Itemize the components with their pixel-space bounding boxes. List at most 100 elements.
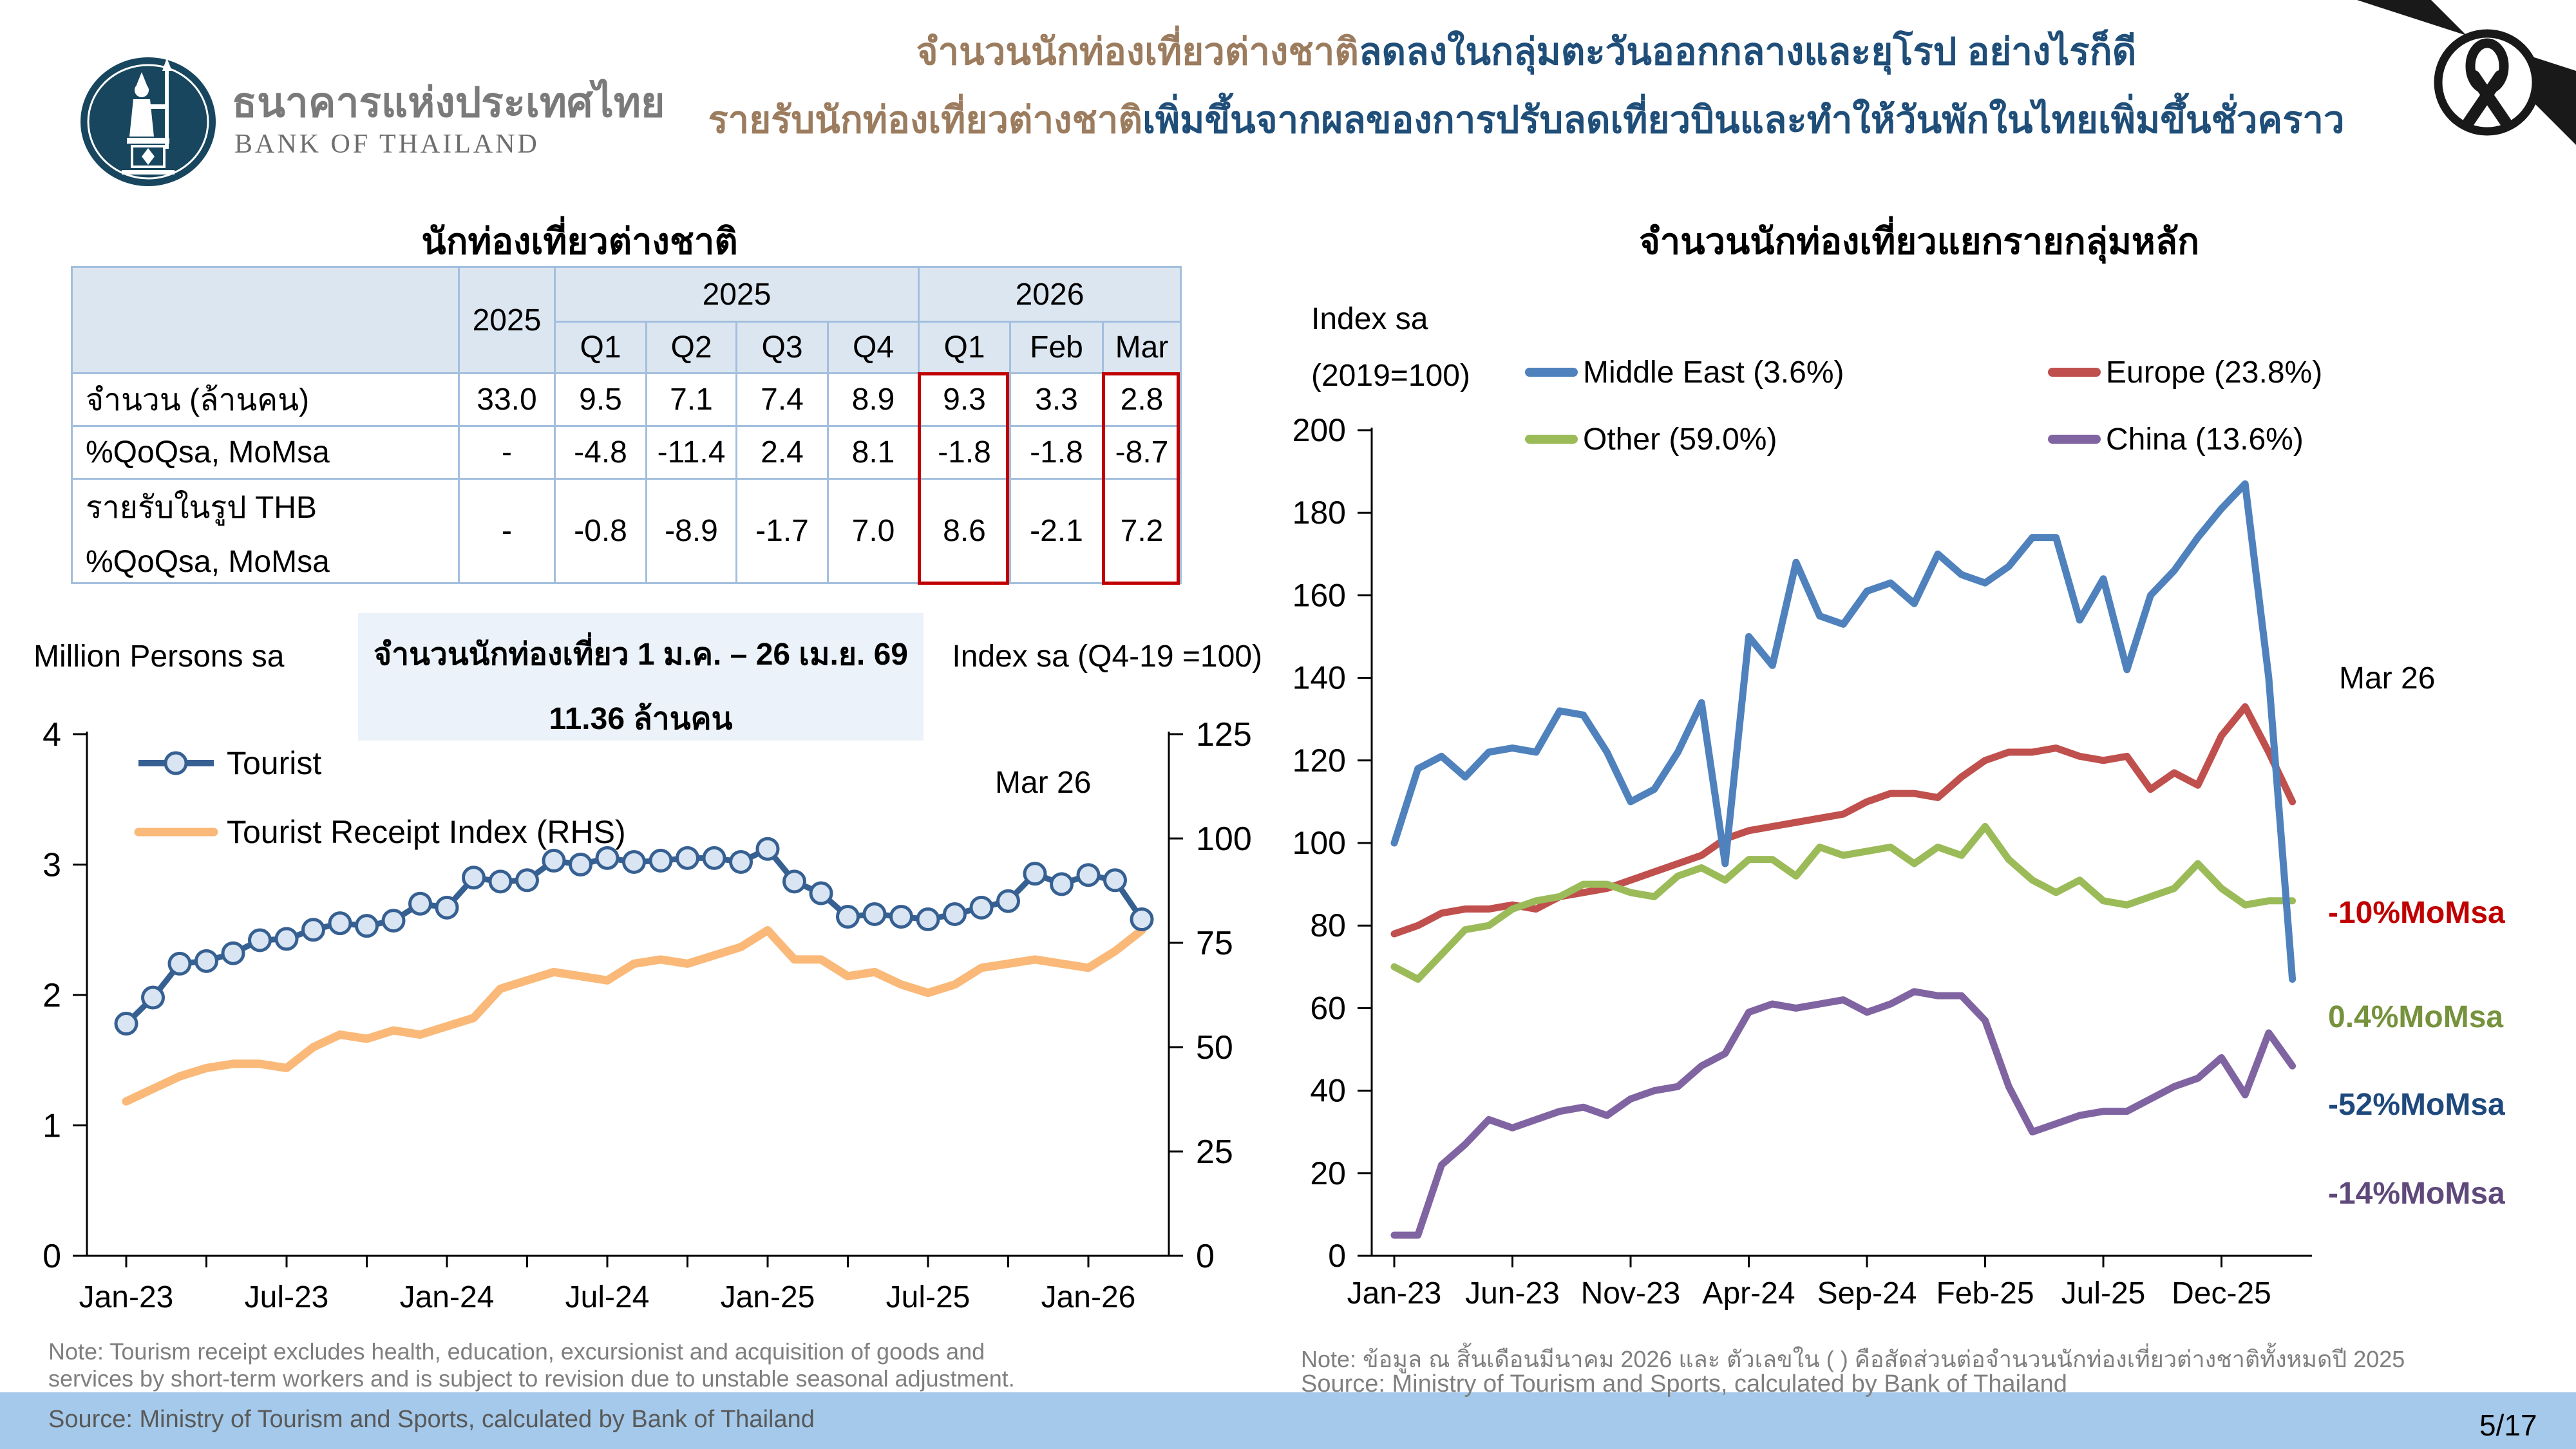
svg-text:140: 140 xyxy=(1293,660,1346,696)
annotation-box: จำนวนนักท่องเที่ยว 1 ม.ค. – 26 เม.ย. 69 … xyxy=(358,613,923,741)
svg-text:Feb-25: Feb-25 xyxy=(1936,1276,2034,1311)
axis-label-index-q419: Index sa (Q4-19 =100) xyxy=(952,639,1262,674)
table-cell-r0-c1: 9.5 xyxy=(554,372,647,427)
legend-item-2: Other (59.0%) xyxy=(1525,420,1777,457)
svg-text:Jan-26: Jan-26 xyxy=(1041,1280,1136,1314)
table-cell-r2-c7: 7.2 xyxy=(1102,478,1182,584)
table-header-annual: 2025 xyxy=(458,266,556,374)
headline: จำนวนนักท่องเที่ยวต่างชาติลดลงในกลุ่มตะว… xyxy=(696,18,2357,155)
axis-label-index-sa: Index sa xyxy=(1311,302,1428,336)
svg-text:1: 1 xyxy=(43,1108,61,1145)
table-header-group-0: 2025 xyxy=(554,266,920,323)
axis-label-million-persons: Million Persons sa xyxy=(33,639,285,674)
svg-text:Sep-24: Sep-24 xyxy=(1817,1276,1917,1311)
table-cell-r1-c7: -8.7 xyxy=(1102,425,1182,480)
svg-text:50: 50 xyxy=(1196,1029,1233,1066)
legend-label-3: China (13.6%) xyxy=(2106,422,2304,457)
tourist-groups-chart: 0 20 40 60 80 100 120 140 160 180 200 Jan-23 Jun-23 N… xyxy=(1293,412,2312,1311)
table-cell-r1-c1: -4.8 xyxy=(554,425,647,480)
table-cell-r2-c6: -2.1 xyxy=(1009,478,1104,584)
svg-text:100: 100 xyxy=(1196,820,1252,858)
svg-text:200: 200 xyxy=(1293,412,1346,448)
bank-of-thailand-logo-icon xyxy=(80,57,216,186)
svg-text:0: 0 xyxy=(1196,1238,1215,1275)
table-cell-r2-c4: 7.0 xyxy=(827,478,920,584)
legend-swatch-2 xyxy=(1525,435,1578,444)
svg-text:Tourist: Tourist xyxy=(227,745,321,781)
headline-line2: รายรับนักท่องเที่ยวต่างชาติเพิ่มขึ้นจากผ… xyxy=(696,86,2357,155)
bank-name-thai: ธนาคารแห่งประเทศไทย xyxy=(232,79,665,126)
bank-name-en: BANK OF THAILAND xyxy=(234,129,540,159)
headline-line1-brown: จำนวนนักท่องเที่ยวต่างชาติ xyxy=(916,31,1359,73)
table-cell-r1-c5: -1.8 xyxy=(918,425,1011,480)
axis-label-2019-100: (2019=100) xyxy=(1311,359,1470,393)
momsa-annotation-3: -14%MoMsa xyxy=(2328,1177,2505,1211)
svg-text:0: 0 xyxy=(1328,1238,1346,1274)
headline-line2-blue: เพิ่มขึ้นจากผลของการปรับลดเที่ยวบินและทำ… xyxy=(1142,99,2345,141)
table-cell-r2-c5: 8.6 xyxy=(918,478,1011,584)
legend-label-1: Europe (23.8%) xyxy=(2106,355,2323,390)
left-note-line1: Note: Tourism receipt excludes health, e… xyxy=(48,1338,985,1365)
legend-swatch-1 xyxy=(2048,368,2101,377)
table-cell-r1-c0: - xyxy=(458,425,556,480)
table-cell-r0-c6: 3.3 xyxy=(1009,372,1104,427)
annotation-box-line2: 11.36 ล้านคน xyxy=(549,702,733,736)
headline-line1: จำนวนนักท่องเที่ยวต่างชาติลดลงในกลุ่มตะว… xyxy=(696,18,2357,86)
table-cell-r2-c3: -1.7 xyxy=(735,478,829,584)
svg-text:25: 25 xyxy=(1196,1133,1233,1171)
svg-text:40: 40 xyxy=(1310,1073,1346,1109)
svg-text:Jul-25: Jul-25 xyxy=(2061,1276,2146,1311)
left-note-line2: services by short-term workers and is su… xyxy=(48,1365,1015,1392)
momsa-annotation-1: 0.4%MoMsa xyxy=(2328,1000,2504,1034)
momsa-annotation-2: -52%MoMsa xyxy=(2328,1088,2505,1122)
table-cell-r0-c4: 8.9 xyxy=(827,372,920,427)
svg-text:Jul-25: Jul-25 xyxy=(886,1280,971,1314)
table-header-sub-3: Q4 xyxy=(827,321,920,374)
left-source: Source: Ministry of Tourism and Sports, … xyxy=(48,1406,815,1433)
svg-text:20: 20 xyxy=(1310,1155,1346,1191)
left-panel-title: นักท่องเที่ยวต่างชาติ xyxy=(421,221,738,261)
table-cell-r1-c6: -1.8 xyxy=(1009,425,1104,480)
right-note: Note: ข้อมูล ณ สิ้นเดือนมีนาคม 2026 และ … xyxy=(1301,1346,2405,1372)
svg-text:Dec-25: Dec-25 xyxy=(2172,1276,2271,1311)
table-header-sub-1: Q2 xyxy=(645,321,737,374)
table-header-sub-4: Q1 xyxy=(918,321,1011,374)
table-cell-r0-c3: 7.4 xyxy=(735,372,829,427)
svg-text:Apr-24: Apr-24 xyxy=(1702,1276,1795,1311)
svg-text:100: 100 xyxy=(1293,825,1346,861)
table-header-sub-0: Q1 xyxy=(554,321,647,374)
legend-label-0: Middle East (3.6%) xyxy=(1583,355,1844,390)
table-row-label-0: จำนวน (ล้านคน) xyxy=(71,372,460,427)
table-header-group-1: 2026 xyxy=(918,266,1182,323)
svg-text:Jan-25: Jan-25 xyxy=(721,1280,815,1314)
table-cell-r0-c7: 2.8 xyxy=(1102,372,1182,427)
svg-text:120: 120 xyxy=(1293,743,1346,779)
svg-text:160: 160 xyxy=(1293,577,1346,613)
svg-text:Tourist Receipt Index (RHS): Tourist Receipt Index (RHS) xyxy=(227,814,626,850)
legend-item-1: Europe (23.8%) xyxy=(2048,353,2322,390)
svg-text:4: 4 xyxy=(43,716,61,753)
svg-text:2: 2 xyxy=(43,977,61,1014)
mourning-ribbon-icon xyxy=(2357,0,2576,145)
svg-text:Jul-24: Jul-24 xyxy=(565,1280,650,1314)
right-panel-title: จำนวนนักท่องเที่ยวแยกรายกลุ่มหลัก xyxy=(1638,221,2200,261)
chart-end-label-right: Mar 26 xyxy=(2339,661,2436,696)
momsa-annotation-0: -10%MoMsa xyxy=(2328,896,2505,930)
svg-text:180: 180 xyxy=(1293,495,1346,531)
svg-text:60: 60 xyxy=(1310,990,1346,1026)
svg-text:0: 0 xyxy=(43,1238,61,1275)
table-header-sub-5: Feb xyxy=(1009,321,1104,374)
svg-text:Jan-23: Jan-23 xyxy=(79,1280,174,1314)
right-source: Source: Ministry of Tourism and Sports, … xyxy=(1301,1370,2067,1397)
svg-text:Nov-23: Nov-23 xyxy=(1581,1276,1681,1311)
table-cell-r1-c2: -11.4 xyxy=(645,425,737,480)
table-cell-r0-c0: 33.0 xyxy=(458,372,556,427)
headline-line1-blue: ลดลงในกลุ่มตะวันออกกลางและยุโรป อย่างไรก… xyxy=(1358,31,2137,73)
svg-text:Jun-23: Jun-23 xyxy=(1465,1276,1560,1311)
table-cell-r0-c2: 7.1 xyxy=(645,372,737,427)
svg-text:75: 75 xyxy=(1196,925,1233,962)
svg-text:Jul-23: Jul-23 xyxy=(245,1280,329,1314)
legend-swatch-0 xyxy=(1525,368,1578,377)
bottom-bar xyxy=(0,1392,2576,1449)
